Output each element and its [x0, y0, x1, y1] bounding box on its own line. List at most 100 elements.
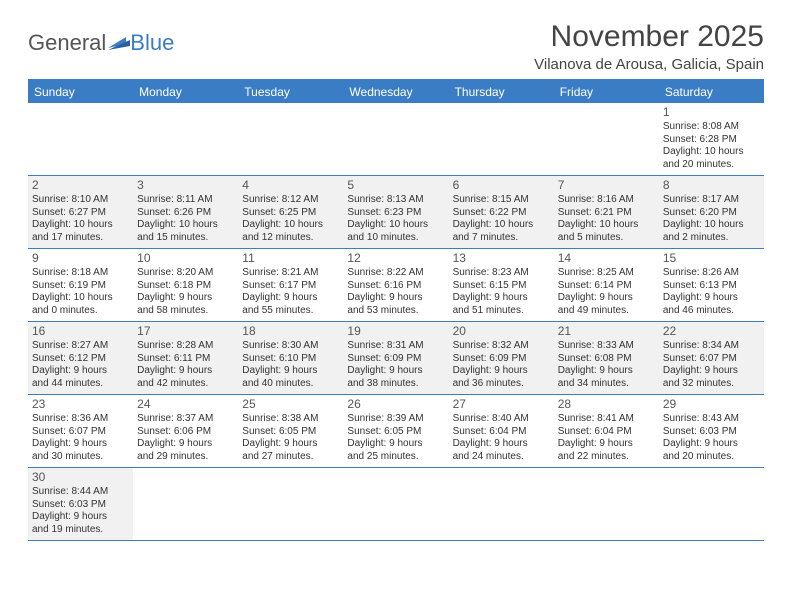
day-number: 17	[137, 324, 234, 339]
calendar-row: 2Sunrise: 8:10 AMSunset: 6:27 PMDaylight…	[28, 175, 764, 248]
daylight2-text: and 2 minutes.	[663, 232, 760, 245]
day-number: 18	[242, 324, 339, 339]
flag-icon	[108, 34, 132, 52]
location: Vilanova de Arousa, Galicia, Spain	[534, 56, 764, 73]
daylight2-text: and 36 minutes.	[453, 378, 550, 391]
daylight1-text: Daylight: 9 hours	[242, 438, 339, 451]
calendar-cell: 28Sunrise: 8:41 AMSunset: 6:04 PMDayligh…	[554, 395, 659, 467]
page-header: GeneralBlue November 2025 Vilanova de Ar…	[28, 20, 764, 73]
sunrise-text: Sunrise: 8:10 AM	[32, 194, 129, 207]
sunrise-text: Sunrise: 8:30 AM	[242, 340, 339, 353]
sunset-text: Sunset: 6:15 PM	[453, 280, 550, 293]
calendar-cell	[449, 468, 554, 540]
calendar-cell: 23Sunrise: 8:36 AMSunset: 6:07 PMDayligh…	[28, 395, 133, 467]
daylight1-text: Daylight: 9 hours	[137, 438, 234, 451]
weekday-header: Saturday	[659, 81, 764, 103]
daylight2-text: and 20 minutes.	[663, 451, 760, 464]
daylight2-text: and 19 minutes.	[32, 524, 129, 537]
sunrise-text: Sunrise: 8:08 AM	[663, 121, 760, 134]
sunrise-text: Sunrise: 8:33 AM	[558, 340, 655, 353]
sunrise-text: Sunrise: 8:13 AM	[347, 194, 444, 207]
calendar-cell	[659, 468, 764, 540]
daylight2-text: and 44 minutes.	[32, 378, 129, 391]
daylight1-text: Daylight: 10 hours	[242, 219, 339, 232]
daylight1-text: Daylight: 10 hours	[32, 292, 129, 305]
daylight2-text: and 24 minutes.	[453, 451, 550, 464]
calendar-cell: 6Sunrise: 8:15 AMSunset: 6:22 PMDaylight…	[449, 176, 554, 248]
calendar-cell: 22Sunrise: 8:34 AMSunset: 6:07 PMDayligh…	[659, 322, 764, 394]
sunset-text: Sunset: 6:04 PM	[453, 426, 550, 439]
sunset-text: Sunset: 6:08 PM	[558, 353, 655, 366]
calendar-cell	[554, 103, 659, 175]
sunrise-text: Sunrise: 8:41 AM	[558, 413, 655, 426]
calendar-cell: 8Sunrise: 8:17 AMSunset: 6:20 PMDaylight…	[659, 176, 764, 248]
sunrise-text: Sunrise: 8:27 AM	[32, 340, 129, 353]
calendar-cell	[343, 468, 448, 540]
day-number: 22	[663, 324, 760, 339]
sunset-text: Sunset: 6:14 PM	[558, 280, 655, 293]
sunset-text: Sunset: 6:06 PM	[137, 426, 234, 439]
daylight1-text: Daylight: 9 hours	[453, 438, 550, 451]
sunset-text: Sunset: 6:07 PM	[663, 353, 760, 366]
daylight2-text: and 53 minutes.	[347, 305, 444, 318]
day-number: 13	[453, 251, 550, 266]
sunset-text: Sunset: 6:27 PM	[32, 207, 129, 220]
daylight2-text: and 38 minutes.	[347, 378, 444, 391]
daylight2-text: and 40 minutes.	[242, 378, 339, 391]
daylight1-text: Daylight: 10 hours	[32, 219, 129, 232]
sunset-text: Sunset: 6:16 PM	[347, 280, 444, 293]
daylight1-text: Daylight: 9 hours	[453, 292, 550, 305]
daylight1-text: Daylight: 9 hours	[347, 365, 444, 378]
day-number: 1	[663, 105, 760, 120]
daylight2-text: and 7 minutes.	[453, 232, 550, 245]
weekday-header: Tuesday	[238, 81, 343, 103]
day-number: 12	[347, 251, 444, 266]
calendar: SundayMondayTuesdayWednesdayThursdayFrid…	[28, 79, 764, 541]
calendar-header-row: SundayMondayTuesdayWednesdayThursdayFrid…	[28, 81, 764, 103]
calendar-cell: 9Sunrise: 8:18 AMSunset: 6:19 PMDaylight…	[28, 249, 133, 321]
calendar-cell: 16Sunrise: 8:27 AMSunset: 6:12 PMDayligh…	[28, 322, 133, 394]
calendar-cell: 5Sunrise: 8:13 AMSunset: 6:23 PMDaylight…	[343, 176, 448, 248]
day-number: 26	[347, 397, 444, 412]
day-number: 4	[242, 178, 339, 193]
daylight2-text: and 17 minutes.	[32, 232, 129, 245]
sunset-text: Sunset: 6:05 PM	[347, 426, 444, 439]
daylight2-text: and 27 minutes.	[242, 451, 339, 464]
daylight2-text: and 22 minutes.	[558, 451, 655, 464]
sunset-text: Sunset: 6:09 PM	[453, 353, 550, 366]
calendar-cell	[554, 468, 659, 540]
daylight1-text: Daylight: 9 hours	[137, 365, 234, 378]
sunset-text: Sunset: 6:09 PM	[347, 353, 444, 366]
sunset-text: Sunset: 6:20 PM	[663, 207, 760, 220]
calendar-cell	[133, 468, 238, 540]
daylight2-text: and 32 minutes.	[663, 378, 760, 391]
daylight1-text: Daylight: 9 hours	[347, 438, 444, 451]
day-number: 20	[453, 324, 550, 339]
sunrise-text: Sunrise: 8:38 AM	[242, 413, 339, 426]
calendar-cell: 14Sunrise: 8:25 AMSunset: 6:14 PMDayligh…	[554, 249, 659, 321]
day-number: 11	[242, 251, 339, 266]
daylight1-text: Daylight: 9 hours	[558, 292, 655, 305]
calendar-row: 16Sunrise: 8:27 AMSunset: 6:12 PMDayligh…	[28, 321, 764, 394]
calendar-row: 23Sunrise: 8:36 AMSunset: 6:07 PMDayligh…	[28, 394, 764, 467]
calendar-body: 1Sunrise: 8:08 AMSunset: 6:28 PMDaylight…	[28, 103, 764, 540]
calendar-cell: 27Sunrise: 8:40 AMSunset: 6:04 PMDayligh…	[449, 395, 554, 467]
calendar-cell: 15Sunrise: 8:26 AMSunset: 6:13 PMDayligh…	[659, 249, 764, 321]
daylight2-text: and 29 minutes.	[137, 451, 234, 464]
sunset-text: Sunset: 6:25 PM	[242, 207, 339, 220]
sunrise-text: Sunrise: 8:18 AM	[32, 267, 129, 280]
daylight1-text: Daylight: 10 hours	[347, 219, 444, 232]
day-number: 16	[32, 324, 129, 339]
logo-text-1: General	[28, 30, 106, 56]
calendar-cell	[238, 103, 343, 175]
daylight2-text: and 55 minutes.	[242, 305, 339, 318]
sunrise-text: Sunrise: 8:39 AM	[347, 413, 444, 426]
calendar-cell	[133, 103, 238, 175]
daylight2-text: and 15 minutes.	[137, 232, 234, 245]
daylight2-text: and 5 minutes.	[558, 232, 655, 245]
sunset-text: Sunset: 6:05 PM	[242, 426, 339, 439]
daylight1-text: Daylight: 9 hours	[453, 365, 550, 378]
sunset-text: Sunset: 6:21 PM	[558, 207, 655, 220]
daylight2-text: and 58 minutes.	[137, 305, 234, 318]
page-title: November 2025	[534, 20, 764, 54]
